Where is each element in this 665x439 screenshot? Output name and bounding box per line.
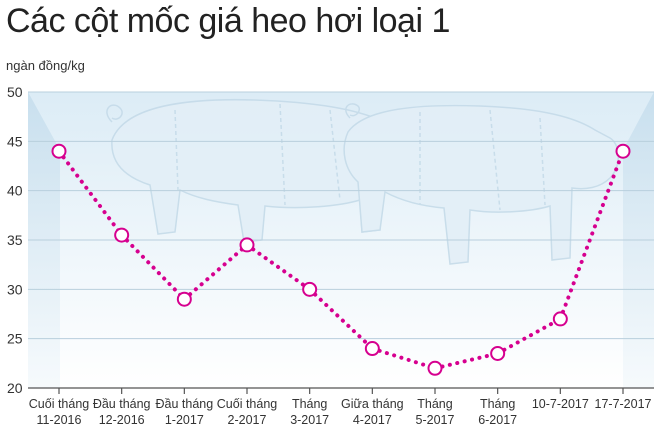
x-tick-label-line: 5-2017 xyxy=(416,413,455,427)
x-tick-label-line: Đầu tháng xyxy=(93,397,151,411)
x-tick-label: 10-7-2017 xyxy=(532,397,589,411)
data-point xyxy=(364,341,380,357)
x-tick-label-line: 1-2017 xyxy=(165,413,204,427)
x-tick-label: Tháng 3-2017 xyxy=(290,397,329,427)
x-tick-label: Cuối tháng 11-2016 xyxy=(29,397,90,427)
x-tick-label-line: Tháng xyxy=(417,397,452,411)
pig-silhouette-right xyxy=(343,104,619,265)
series-segment xyxy=(245,242,312,292)
series-markers xyxy=(51,143,631,376)
data-point xyxy=(490,345,506,361)
x-tick-label-line: 12-2016 xyxy=(99,413,145,427)
data-point xyxy=(176,291,192,307)
x-tick-label-line: 6-2017 xyxy=(478,413,517,427)
series-segment xyxy=(433,351,500,371)
series-segment xyxy=(558,149,625,321)
series-segment xyxy=(119,233,187,302)
series-segment xyxy=(370,346,437,371)
y-axis: 20 25 30 35 40 45 50 xyxy=(7,84,23,396)
data-point xyxy=(427,360,443,376)
x-tick-label: 17-7-2017 xyxy=(595,397,652,411)
x-tick-label: Giữa tháng 4-2017 xyxy=(341,397,404,427)
series-segment xyxy=(307,287,375,351)
x-tick-label-line: Đầu tháng xyxy=(155,397,213,411)
x-tick-label: Đầu tháng 1-2017 xyxy=(155,397,213,427)
x-tick-label-line: Cuối tháng xyxy=(29,397,90,411)
data-point xyxy=(51,143,67,159)
x-tick-label-line: 11-2016 xyxy=(37,413,82,427)
y-tick-label: 20 xyxy=(7,380,23,396)
y-tick-label: 35 xyxy=(7,232,23,248)
x-tick-label: Tháng 6-2017 xyxy=(478,397,517,427)
x-tick-label-line: 10-7-2017 xyxy=(532,397,589,411)
y-tick-label: 40 xyxy=(7,183,23,199)
pig-dashed-cuts xyxy=(174,103,546,211)
y-tick-label: 30 xyxy=(7,281,23,297)
x-tick-label-line: 4-2017 xyxy=(353,413,392,427)
x-tick-label-line: Tháng xyxy=(292,397,327,411)
x-tick-label-line: 2-2017 xyxy=(228,413,267,427)
y-tick-label: 25 xyxy=(7,331,23,347)
y-tick-label: 50 xyxy=(7,84,23,100)
x-tick-label: Cuối tháng 2-2017 xyxy=(217,397,278,427)
x-tick-label-line: 3-2017 xyxy=(290,413,329,427)
series-line xyxy=(57,149,625,371)
data-point xyxy=(552,311,568,327)
series-segment xyxy=(495,316,563,356)
series-segment xyxy=(57,149,124,238)
chart-title: Các cột mốc giá heo hơi loại 1 xyxy=(6,2,450,40)
data-point xyxy=(615,143,631,159)
x-tick-label-line: Tháng xyxy=(480,397,515,411)
x-tick-label-line: Cuối tháng xyxy=(217,397,278,411)
series-segment xyxy=(182,242,249,302)
y-tick-label: 45 xyxy=(7,133,23,149)
x-tick-label: Đầu tháng 12-2016 xyxy=(93,397,151,427)
pig-tail-icon-2 xyxy=(345,103,361,119)
data-point xyxy=(114,227,130,243)
x-tick-label-line: 17-7-2017 xyxy=(595,397,652,411)
data-point xyxy=(302,281,318,297)
y-axis-unit-label: ngàn đồng/kg xyxy=(6,58,85,73)
x-tick-label: Tháng 5-2017 xyxy=(416,397,455,427)
x-tick-label-line: Giữa tháng xyxy=(341,397,404,411)
data-point xyxy=(239,237,255,253)
pig-tail-icon xyxy=(106,104,123,123)
